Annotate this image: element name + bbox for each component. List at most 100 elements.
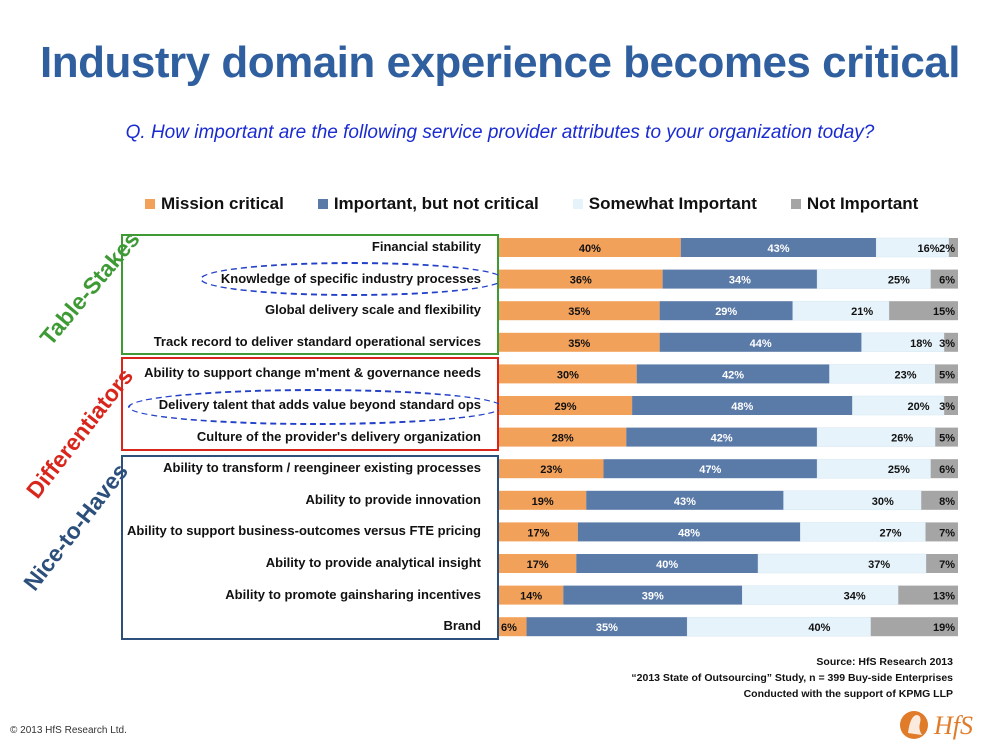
bar-value-label: 39% — [642, 591, 664, 603]
bar-segment — [686, 616, 872, 637]
bar-segment — [603, 459, 818, 479]
bar-value-label: 15% — [933, 306, 955, 318]
legend-item-not-important: Not Important — [790, 194, 919, 214]
bar-segment — [680, 238, 877, 257]
bar-segment — [499, 554, 577, 573]
bar-value-label: 7% — [939, 559, 955, 571]
row-label: Ability to provide innovation — [305, 491, 482, 507]
bar-segment — [636, 364, 830, 384]
legend-swatch-important — [317, 199, 328, 209]
row-label: Ability to transform / reengineer existi… — [163, 460, 481, 476]
bar-segment — [921, 490, 958, 510]
bar-value-label: 48% — [678, 527, 700, 539]
legend-label: Not Important — [806, 194, 919, 213]
bar-value-label: 40% — [579, 243, 601, 255]
bar-segment — [829, 364, 936, 384]
bar-segment — [563, 585, 743, 605]
bar-segment — [586, 490, 784, 510]
survey-question: Q. How important are the following servi… — [125, 122, 875, 143]
bar-segment — [626, 427, 818, 447]
bar-segment — [930, 269, 958, 289]
source-line-2: “2013 State of Outsourcing” Study, n = 3… — [631, 672, 953, 684]
bar-value-label: 17% — [527, 527, 549, 539]
source-note: Source: HfS Research 2013 “2013 State of… — [631, 654, 953, 702]
bar-value-label: 43% — [767, 243, 789, 255]
bar-value-label: 8% — [939, 496, 955, 508]
bar-segment — [944, 396, 958, 415]
row-label: Global delivery scale and flexibility — [264, 302, 481, 318]
bar-value-label: 6% — [939, 275, 955, 287]
bar-segment — [930, 459, 958, 479]
bar-segment — [816, 427, 936, 447]
legend-label: Somewhat Important — [588, 194, 757, 213]
legend-item-somewhat-important: Somewhat Important — [572, 194, 757, 214]
bar-value-label: 44% — [750, 338, 772, 350]
bar-value-label: 13% — [933, 591, 955, 603]
bar-value-label: 30% — [557, 369, 579, 381]
bar-value-label: 27% — [879, 527, 901, 539]
bar-value-label: 5% — [939, 369, 955, 381]
row-label: Ability to provide analytical insight — [265, 555, 481, 570]
bar-segment — [499, 301, 660, 321]
row-label: Culture of the provider's delivery organ… — [196, 428, 481, 444]
row-label: Brand — [443, 618, 481, 634]
svg-text:HfS: HfS — [933, 711, 973, 740]
bar-value-label: 20% — [908, 401, 930, 413]
bar-value-label: 29% — [715, 306, 737, 318]
bar-segment — [948, 238, 958, 257]
bar-value-label: 23% — [894, 369, 916, 381]
bar-segment — [499, 396, 633, 415]
bar-segment — [499, 459, 604, 479]
bar-segment — [499, 364, 637, 384]
bar-value-label: 28% — [552, 433, 574, 445]
bar-value-label: 6% — [939, 464, 955, 476]
bar-segment — [783, 490, 922, 511]
bar-value-label: 43% — [674, 496, 696, 508]
legend-swatch-somewhat-important — [572, 199, 583, 209]
chart-legend: Mission critical Important, but not crit… — [145, 193, 965, 215]
legend-swatch-mission-critical — [145, 199, 155, 209]
bar-value-label: 29% — [555, 401, 577, 413]
source-line-3: Conducted with the support of KPMG LLP — [743, 688, 953, 700]
bar-segment — [925, 522, 958, 542]
bar-segment — [852, 395, 945, 416]
group-box-table-stakes — [121, 234, 499, 355]
bar-segment — [935, 427, 958, 447]
bar-value-label: 23% — [540, 464, 562, 476]
bar-value-label: 2% — [939, 243, 955, 255]
bar-value-label: 36% — [570, 275, 592, 287]
bar-value-label: 14% — [520, 591, 542, 603]
bar-segment — [792, 300, 890, 321]
legend-swatch-not-important — [790, 199, 801, 209]
bar-segment — [935, 364, 958, 384]
bar-segment — [499, 427, 627, 447]
bar-value-label: 3% — [939, 338, 955, 350]
bar-segment — [816, 269, 931, 289]
row-label: Track record to deliver standard operati… — [153, 333, 481, 349]
bar-segment — [499, 490, 587, 510]
bar-segment — [499, 238, 681, 257]
bar-segment — [757, 553, 927, 574]
bar-segment — [800, 522, 926, 542]
bar-value-label: 30% — [872, 496, 894, 508]
bar-value-label: 21% — [851, 306, 873, 318]
bar-segment — [576, 554, 759, 573]
copyright-text: © 2013 HfS Research Ltd. — [10, 725, 127, 736]
bar-value-label: 40% — [656, 559, 678, 571]
bar-segment — [499, 269, 663, 289]
bar-value-label: 35% — [596, 622, 618, 634]
bar-value-label: 35% — [568, 306, 590, 318]
bar-value-label: 5% — [939, 433, 955, 445]
legend-label: Mission critical — [161, 194, 284, 213]
bar-value-label: 42% — [722, 369, 744, 381]
bar-value-label: 34% — [844, 591, 866, 603]
row-label: Ability to promote gainsharing incentive… — [225, 586, 481, 602]
bar-segment — [662, 269, 818, 289]
bar-value-label: 25% — [888, 275, 910, 287]
bar-segment — [659, 332, 862, 352]
legend-item-important: Important, but not critical — [317, 194, 539, 214]
bar-value-label: 7% — [939, 527, 955, 539]
bar-value-label: 25% — [888, 464, 910, 476]
bar-value-label: 19% — [532, 496, 554, 508]
legend-item-mission-critical: Mission critical — [145, 194, 284, 214]
